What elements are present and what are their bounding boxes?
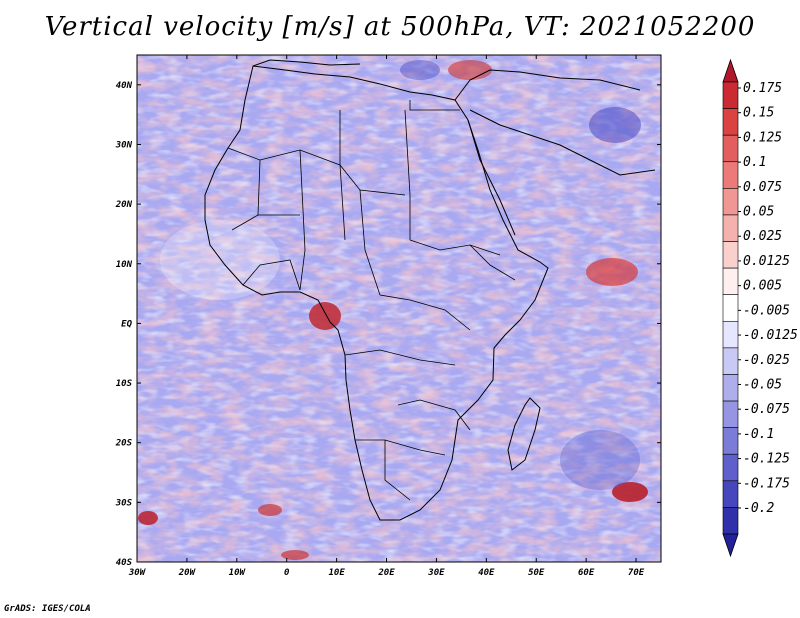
colorbar-label: -0.0125 — [743, 328, 798, 343]
colorbar-swatch — [722, 427, 739, 455]
lon-tick-label: 50E — [528, 568, 545, 578]
lon-tick-label: 40E — [478, 568, 495, 578]
colorbar-swatch — [722, 320, 739, 349]
colorbar-label: -0.125 — [743, 452, 790, 467]
madagascar-outline — [507, 397, 541, 471]
lon-tick-label: 20W — [178, 568, 197, 578]
lat-tick-label: 20N — [115, 200, 133, 210]
colorbar-swatch — [722, 188, 739, 216]
lon-tick-label: 60E — [578, 568, 595, 578]
lon-tick-label: 20E — [377, 568, 395, 578]
colorbar-swatch — [722, 453, 739, 482]
colorbar-min-arrow — [722, 533, 739, 558]
colorbar-swatch — [722, 161, 739, 189]
plot-frame — [136, 54, 662, 563]
colorbar-max-arrow — [722, 58, 739, 83]
colorbar-swatch — [722, 267, 739, 296]
colorbar-label: 0.025 — [743, 229, 782, 244]
lat-tick-label: 10S — [116, 379, 133, 389]
axis-ticks — [136, 55, 661, 563]
lon-tick-label: 30E — [427, 568, 445, 578]
axis-labels: 30W 20W 10W 0 10E 20E 30E 40E 50E 60E 70E 40N 30N 20N… — [115, 81, 645, 578]
colorbar-swatch — [722, 241, 739, 269]
lat-tick-label: 30S — [115, 498, 133, 508]
lat-tick-label: 30N — [115, 140, 133, 150]
colorbar-swatch — [722, 214, 739, 242]
colorbar-label: 0.1 — [743, 155, 766, 170]
colorbar-label: 0.125 — [743, 130, 782, 145]
lon-tick-label: 30W — [128, 568, 147, 578]
colorbar-swatch — [722, 480, 739, 508]
colorbar-label: -0.2 — [743, 501, 774, 516]
colorbar-swatch — [722, 108, 739, 136]
lon-tick-label: 10E — [328, 568, 345, 578]
lat-tick-label: 40S — [116, 558, 133, 568]
colorbar-swatch — [722, 294, 739, 322]
colorbar: 0.175 0.15 0.125 0.1 0.075 0.05 0.025 0.0125 0.0… — [722, 58, 798, 558]
footer-credit: GrADS: IGES/COLA — [4, 604, 91, 614]
lat-tick-label: 10N — [116, 260, 133, 270]
coastlines — [204, 59, 656, 521]
lat-tick-label: 20S — [115, 439, 133, 449]
colorbar-label: -0.175 — [743, 476, 790, 491]
lat-tick-label: EQ — [121, 319, 132, 329]
colorbar-swatch — [722, 400, 739, 428]
lon-tick-label: 10W — [229, 568, 247, 578]
colorbar-label: -0.1 — [743, 427, 774, 442]
colorbar-label: 0.15 — [743, 106, 774, 121]
colorbar-label: 0.005 — [743, 279, 782, 294]
colorbar-swatch — [722, 347, 739, 375]
colorbar-label: -0.075 — [743, 402, 790, 417]
colorbar-label: 0.075 — [743, 180, 782, 195]
colorbar-swatch — [722, 507, 739, 535]
colorbar-swatch — [722, 81, 739, 109]
colorbar-label: -0.025 — [743, 353, 790, 368]
colorbar-label: -0.005 — [743, 303, 790, 318]
chart-title: Vertical velocity [m/s] at 500hPa, VT: 2… — [44, 12, 756, 42]
colorbar-label: 0.05 — [743, 205, 774, 220]
colorbar-swatch — [722, 134, 739, 163]
colorbar-label: 0.175 — [743, 81, 782, 96]
velocity-field — [137, 55, 661, 562]
lon-tick-label: 70E — [628, 568, 645, 578]
colorbar-swatch — [722, 374, 739, 402]
lat-tick-label: 40N — [116, 81, 133, 91]
colorbar-label: 0.0125 — [743, 254, 790, 269]
country-borders — [227, 100, 516, 501]
colorbar-label: -0.05 — [743, 377, 782, 392]
lon-tick-label: 0 — [284, 568, 290, 578]
